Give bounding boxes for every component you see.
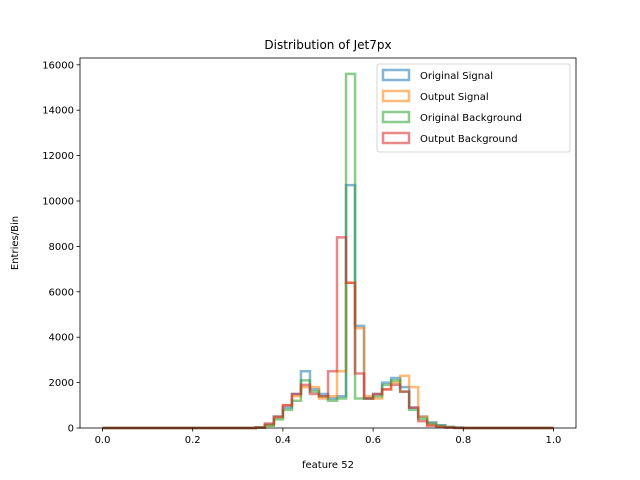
y-tick-label: 0 (68, 424, 74, 435)
y-tick-label: 8000 (49, 242, 74, 253)
y-axis: 0 2000 4000 6000 8000 10000 12000 14000 16000 (42, 60, 80, 435)
plot-frame (79, 57, 577, 429)
x-tick-label: 0.6 (365, 435, 381, 446)
y-tick-label: 14000 (42, 106, 74, 117)
x-tick-label: 0.8 (455, 435, 471, 446)
legend-entry-label: Output Background (420, 134, 518, 145)
chart-title: Distribution of Jet7px (264, 38, 391, 52)
legend: Original Signal Output Signal Original Bac… (376, 63, 571, 153)
y-tick-label: 4000 (49, 333, 74, 344)
legend-entry-label: Original Signal (420, 71, 493, 82)
legend-swatch (381, 68, 411, 82)
x-axis-label: feature 52 (302, 460, 354, 471)
y-tick-label: 12000 (42, 151, 74, 162)
x-tick-label: 0.0 (95, 435, 111, 446)
legend-entry-label: Output Signal (420, 92, 489, 103)
legend-swatch (381, 110, 411, 124)
y-tick-label: 10000 (42, 197, 74, 208)
legend-swatch (381, 89, 411, 103)
y-tick-label: 16000 (42, 60, 74, 71)
y-tick-label: 2000 (49, 378, 74, 389)
x-tick-label: 0.4 (275, 435, 291, 446)
legend-swatch (381, 131, 411, 145)
y-tick-label: 6000 (49, 287, 74, 298)
legend-frame (376, 63, 571, 153)
series-line-2 (102, 281, 554, 430)
x-tick-label: 0.2 (185, 435, 201, 446)
legend-entry-label: Original Background (420, 113, 522, 124)
x-tick-label: 1.0 (546, 435, 562, 446)
y-axis-label: Entries/Bin (10, 216, 21, 270)
x-axis: 0.0 0.2 0.4 0.6 0.8 1.0 (95, 428, 562, 446)
